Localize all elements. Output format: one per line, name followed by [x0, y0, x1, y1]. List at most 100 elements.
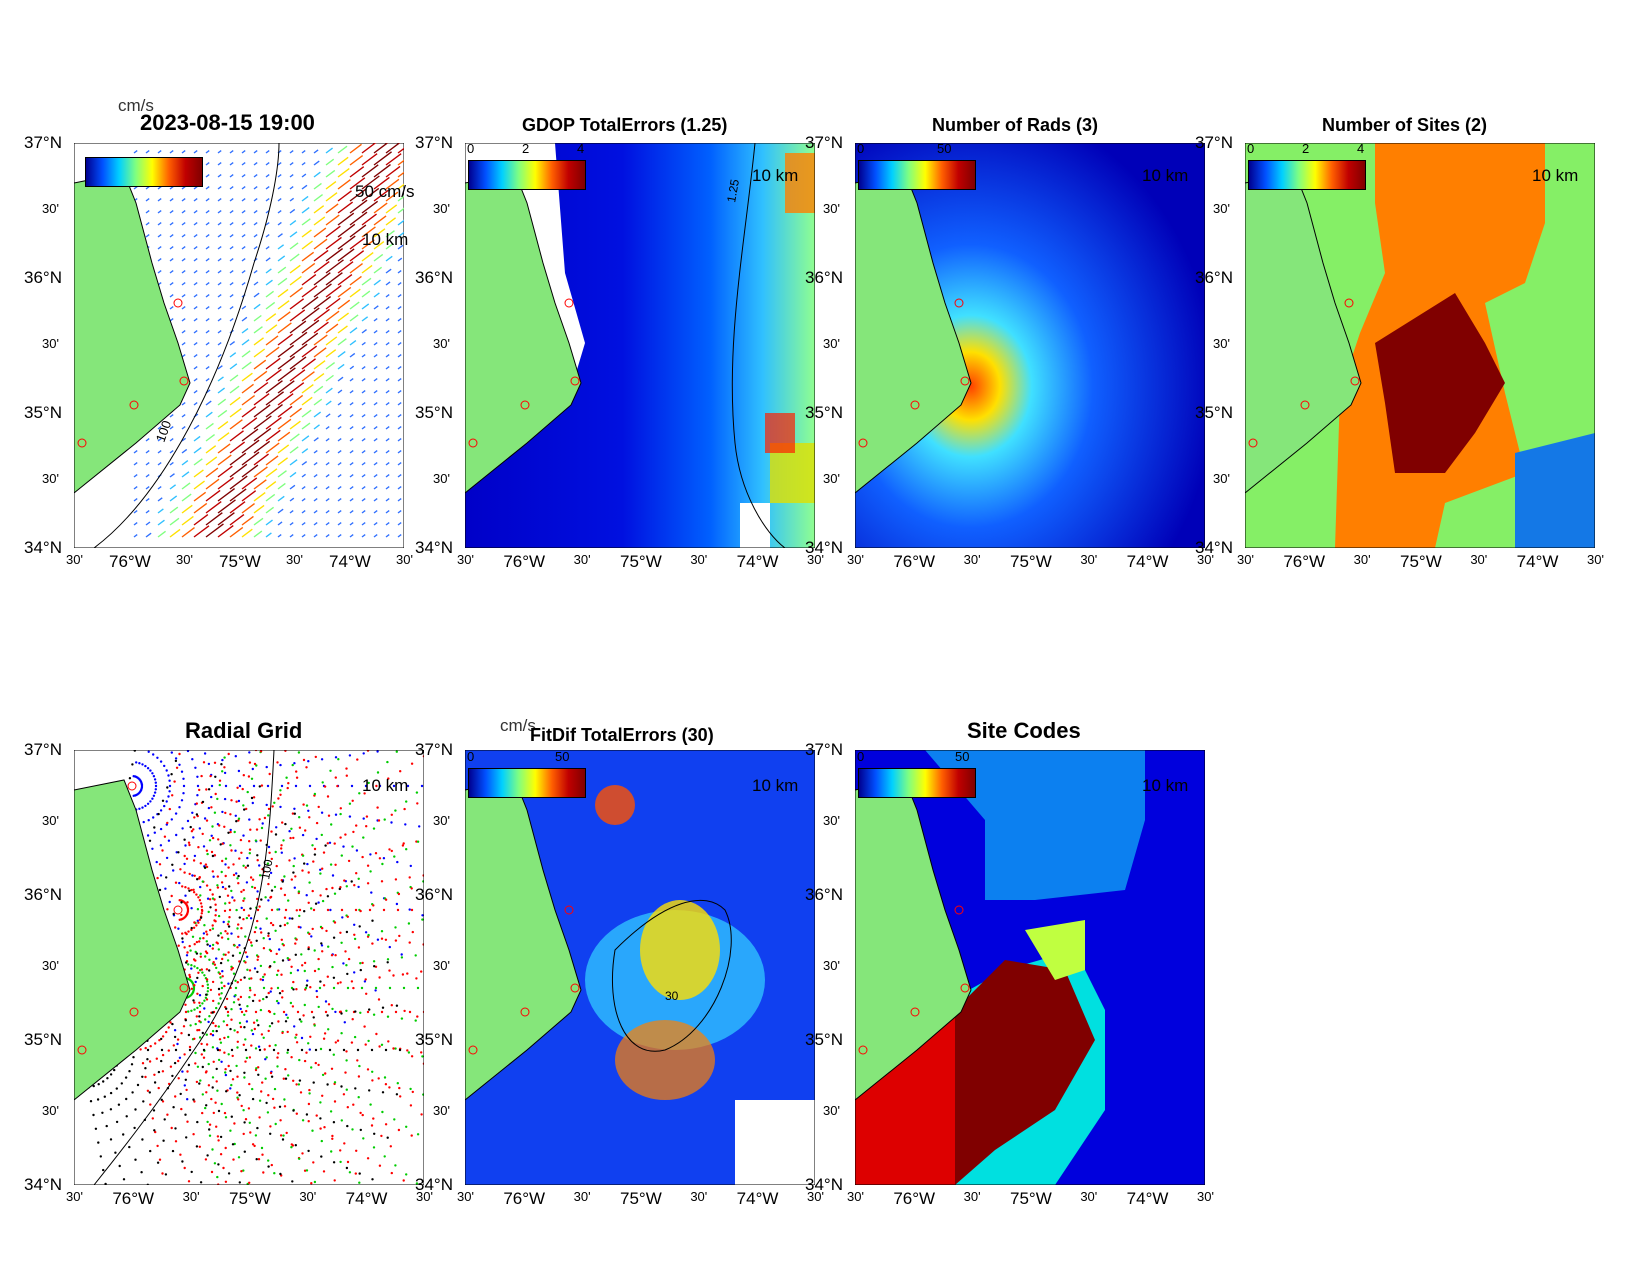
current-vector [205, 523, 224, 538]
radial-dot [247, 775, 251, 778]
current-vector [385, 204, 398, 214]
radial-dot [315, 1114, 318, 1117]
radial-dot [257, 1073, 260, 1076]
radial-dot [122, 1178, 126, 1181]
radial-dot [158, 1158, 162, 1161]
radial-dot [339, 981, 342, 984]
radial-dot [226, 923, 230, 926]
current-vector [217, 234, 222, 238]
radial-dot [345, 1088, 348, 1091]
radial-dot [203, 924, 206, 927]
lat-tick-label: 35°N [805, 403, 843, 422]
radial-dot [276, 908, 279, 911]
radial-map[interactable]: 100 [74, 750, 424, 1185]
lat-tick-label: 37°N [24, 133, 62, 152]
radial-dot [346, 1106, 349, 1109]
radial-dot [227, 1064, 230, 1068]
radial-dot [192, 1098, 195, 1101]
sitecodes-map[interactable] [855, 750, 1205, 1185]
radial-dot [221, 758, 224, 762]
current-vector [361, 534, 366, 538]
current-vector [361, 175, 380, 190]
radial-dot [202, 761, 206, 764]
current-vector [241, 383, 254, 394]
cbar-tick: 2 [522, 141, 530, 156]
current-vector [277, 221, 282, 226]
radial-dot [195, 1145, 199, 1148]
sites-map[interactable] [1245, 143, 1595, 548]
current-vector [229, 488, 247, 502]
fitdif-map[interactable]: 30 [465, 750, 815, 1185]
radial-dot [251, 767, 254, 771]
current-vector [229, 385, 240, 394]
radial-dot [326, 895, 330, 898]
radial-dot [199, 862, 202, 865]
current-vector [181, 460, 189, 466]
current-vector [241, 282, 246, 286]
radial-dot [282, 1077, 285, 1080]
radial-dot [193, 1001, 196, 1004]
radial-dot [208, 839, 212, 842]
radial-dot [386, 961, 389, 964]
current-vector [265, 391, 284, 406]
radial-dot [194, 959, 197, 962]
radial-dot [224, 887, 227, 890]
radial-dot [156, 1144, 159, 1148]
radial-dot [416, 1133, 420, 1136]
radial-dot [416, 1015, 419, 1018]
radial-dot [195, 1015, 198, 1018]
radial-dot [188, 872, 191, 876]
current-vector [301, 332, 319, 346]
radial-dot [180, 799, 184, 802]
radial-dot [264, 1077, 267, 1080]
radial-dot [267, 807, 271, 811]
radial-dot [295, 1041, 299, 1044]
radial-dot [191, 874, 194, 877]
radial-dot [206, 1154, 209, 1157]
radial-dot [160, 1098, 163, 1101]
radial-dot [311, 1129, 314, 1132]
current-vector [337, 212, 355, 226]
radial-dot [387, 1040, 390, 1043]
current-vector [349, 414, 354, 418]
radial-dot [205, 978, 209, 981]
radial-dot [311, 889, 314, 893]
radial-dot [109, 1108, 113, 1111]
current-vector [289, 220, 297, 226]
current-vector [133, 474, 138, 478]
current-vector [277, 174, 282, 178]
current-map[interactable]: 100 [74, 143, 404, 548]
rads-map[interactable] [855, 143, 1205, 548]
current-vector [277, 311, 291, 322]
current-vector [229, 501, 246, 514]
radial-dot [270, 857, 273, 861]
panel-title: Site Codes [967, 718, 1081, 743]
radial-dot [410, 1055, 414, 1058]
current-vector [193, 502, 208, 514]
radial-dot [242, 774, 245, 777]
current-vector [325, 349, 337, 358]
current-vector [253, 517, 264, 526]
radial-dot [92, 1084, 95, 1088]
radial-dot [368, 1089, 371, 1092]
radial-dot [290, 1143, 293, 1146]
current-vector [181, 471, 190, 478]
radial-dot [376, 771, 380, 774]
radial-dot [180, 913, 183, 917]
radial-dot [89, 1100, 93, 1103]
current-vector [397, 330, 402, 334]
current-vector [385, 217, 397, 226]
radial-dot [323, 1032, 327, 1035]
radial-dot [255, 939, 258, 942]
current-vector [313, 308, 330, 322]
current-vector [217, 150, 222, 154]
current-vector [349, 224, 367, 238]
radial-dot [369, 870, 372, 873]
gdop-map[interactable]: 1.25 [465, 143, 815, 548]
current-vector [277, 333, 293, 346]
radial-dot [343, 1021, 346, 1024]
radial-dot [178, 752, 181, 756]
current-vector [265, 429, 281, 442]
current-vector [289, 497, 295, 502]
lon-tick-label: 30' [847, 1189, 864, 1204]
